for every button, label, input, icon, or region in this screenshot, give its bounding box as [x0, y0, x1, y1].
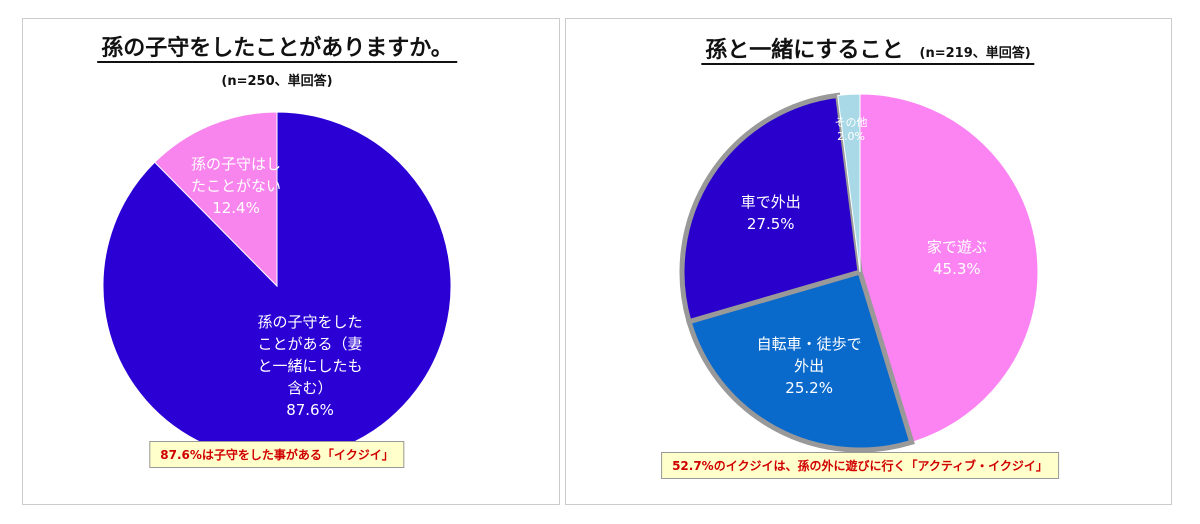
- chart-title: 孫の子守をしたことがありますか。: [97, 36, 457, 63]
- value-label: 45.3%: [933, 259, 981, 278]
- value-label: 27.5%: [746, 215, 795, 234]
- category-label: その他: [834, 115, 868, 129]
- category-label: 家で遊ぶ: [926, 237, 987, 256]
- pie-slice: [679, 92, 863, 325]
- title-block: 孫と一緒にすること (n=219、単回答): [701, 32, 1035, 65]
- value-label: 87.6%: [286, 401, 334, 420]
- pie-slice: [154, 111, 278, 288]
- category-label: 孫の子守はしたことがない: [191, 155, 282, 196]
- annotation: 52.7%のイクジイは、孫の外に遊びに行く「アクティブ・イクジイ」: [661, 452, 1059, 479]
- chart-subtitle: (n=250、単回答): [221, 74, 333, 89]
- slice-label: 家で遊ぶ 45.3%: [912, 236, 1002, 280]
- value-label: 12.4%: [212, 199, 260, 218]
- pie-slice: [685, 268, 915, 453]
- pie-slice: [859, 93, 1039, 443]
- slice-label: 自転車・徒歩で外出 25.2%: [754, 333, 864, 399]
- category-label: 車で外出: [740, 193, 801, 212]
- annotation: 87.6%は子守をした事がある「イクジイ」: [149, 441, 405, 468]
- slice-label: その他 2.0%: [826, 116, 876, 144]
- value-label: 25.2%: [785, 378, 833, 397]
- title-block: 孫の子守をしたことがありますか。 (n=250、単回答): [97, 30, 457, 89]
- category-label: 孫の子守をしたことがある（妻と一緒にしたも含む）: [257, 313, 363, 398]
- slice-label: 孫の子守はしたことがない 12.4%: [191, 153, 281, 219]
- chart-title: 孫と一緒にすること (n=219、単回答): [701, 38, 1035, 65]
- category-label: 自転車・徒歩で外出: [756, 334, 862, 375]
- pie-slice: [837, 93, 861, 273]
- slice-label: 車で外出 27.5%: [726, 191, 816, 235]
- chart-subtitle: (n=219、単回答): [919, 46, 1031, 61]
- value-label: 2.0%: [837, 129, 866, 143]
- slice-label: 孫の子守をしたことがある（妻と一緒にしたも含む） 87.6%: [255, 311, 365, 421]
